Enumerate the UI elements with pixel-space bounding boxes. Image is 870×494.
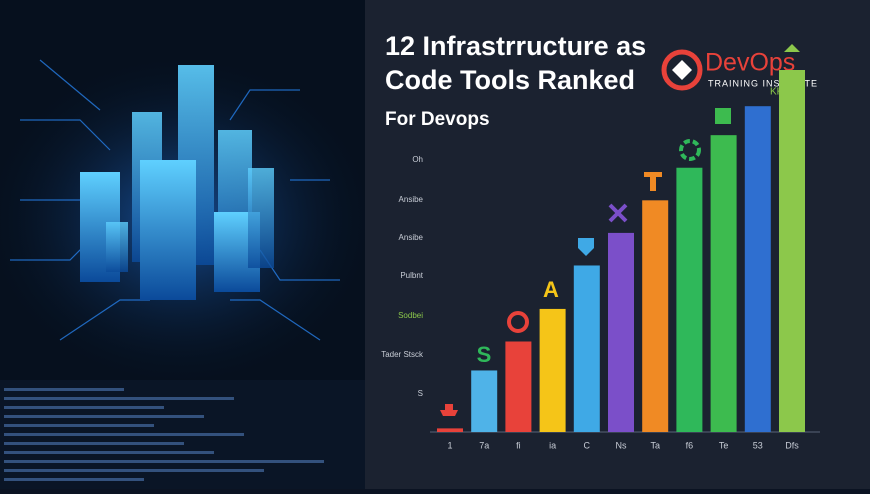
svg-text:S: S — [477, 342, 492, 367]
x-tick-label: Ns — [616, 440, 627, 450]
x-tick-label: Dfs — [785, 440, 799, 450]
x-tick-label: 53 — [753, 440, 763, 450]
icons: S A — [440, 44, 800, 416]
bar — [710, 135, 737, 432]
y-label: S — [418, 389, 423, 398]
bar — [608, 232, 634, 432]
bar — [744, 106, 771, 432]
code-lines — [4, 388, 324, 481]
bar — [437, 428, 463, 432]
bar — [676, 167, 703, 433]
x-tick-label: 7a — [479, 440, 489, 450]
bar — [505, 341, 532, 432]
x-tick-label: Te — [719, 440, 729, 450]
title-line1: 12 Infrastrructure as — [385, 31, 646, 61]
y-label: Sodbei — [398, 311, 423, 320]
title-line2: Code Tools Ranked — [385, 65, 635, 95]
x-tick-label: fi — [516, 440, 521, 450]
y-label: Ansibe — [399, 233, 424, 242]
y-label: Pulbnt — [400, 271, 423, 280]
x-tick-label: ia — [549, 440, 556, 450]
x-tick-label: 1 — [447, 440, 452, 450]
y-label: Ansibe — [399, 195, 424, 204]
bar — [642, 200, 669, 432]
y-label: Tader Stsck — [381, 350, 424, 359]
x-tick-label: C — [584, 440, 591, 450]
logo-tagline: TRAINING INSTITUTE — [708, 78, 818, 88]
x-tick-label: Ta — [650, 440, 660, 450]
x-tick-label: f6 — [686, 440, 694, 450]
bar — [539, 308, 566, 432]
bar — [471, 370, 498, 432]
svg-text:A: A — [543, 277, 559, 302]
bar — [573, 265, 600, 432]
y-label: Oh — [412, 155, 423, 164]
subtitle: For Devops — [385, 109, 490, 130]
bar — [779, 70, 805, 432]
buildings — [80, 65, 274, 300]
